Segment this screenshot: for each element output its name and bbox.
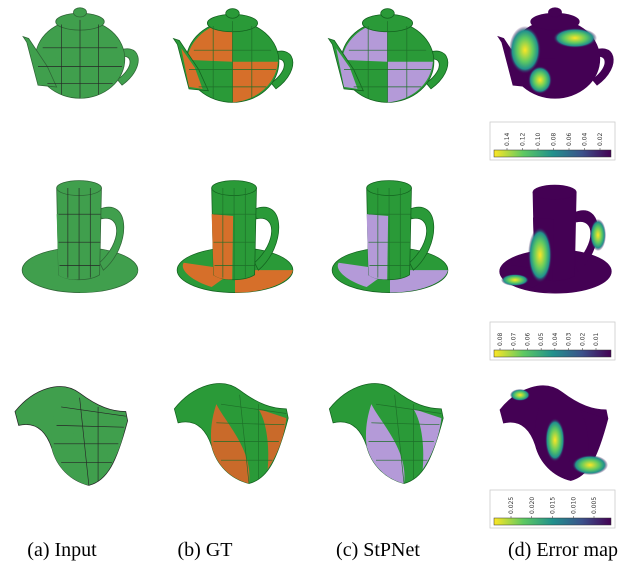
colorbar-tick-label: 0.14 bbox=[504, 132, 511, 146]
colorbar-tick-label: 0.06 bbox=[566, 132, 573, 146]
row-teapot bbox=[23, 8, 613, 103]
colorbar-tick-label: 0.08 bbox=[497, 332, 504, 346]
colorbar-tick-label: 0.04 bbox=[552, 332, 559, 346]
colorbar bbox=[494, 350, 611, 357]
caption: (d) Error map bbox=[508, 539, 618, 561]
colorbar bbox=[494, 518, 611, 525]
colorbar bbox=[494, 150, 611, 157]
colorbar-tick-label: 0.005 bbox=[591, 497, 598, 514]
colorbar-tick-label: 0.010 bbox=[570, 497, 577, 514]
colorbar-tick-label: 0.020 bbox=[529, 497, 536, 514]
colorbar-tick-label: 0.10 bbox=[535, 132, 542, 146]
colorbar-tick-label: 0.015 bbox=[550, 497, 557, 514]
colorbar-tick-label: 0.07 bbox=[511, 332, 518, 346]
caption: (c) StPNet bbox=[336, 539, 420, 561]
colorbar-tick-label: 0.025 bbox=[508, 497, 515, 514]
colorbar-tick-label: 0.06 bbox=[524, 332, 531, 346]
colorbar-tick-label: 0.12 bbox=[520, 132, 527, 146]
colorbar-tick-label: 0.04 bbox=[582, 132, 589, 146]
figure: 0.14 0.12 0.10 0.08 0.06 0.04 0.02 0.08 0.07 0.06… bbox=[0, 0, 637, 572]
colorbar-tick-label: 0.01 bbox=[593, 332, 600, 346]
colorbar-tick-label: 0.02 bbox=[597, 132, 604, 146]
colorbar-tick-label: 0.05 bbox=[538, 332, 545, 346]
colorbar-tick-label: 0.02 bbox=[579, 332, 586, 346]
colorbar-tick-label: 0.03 bbox=[566, 332, 573, 346]
row-funnel bbox=[15, 384, 608, 486]
caption: (a) Input bbox=[27, 539, 97, 561]
caption: (b) GT bbox=[178, 539, 233, 561]
colorbar-tick-label: 0.08 bbox=[551, 132, 558, 146]
row-mug bbox=[22, 181, 611, 294]
